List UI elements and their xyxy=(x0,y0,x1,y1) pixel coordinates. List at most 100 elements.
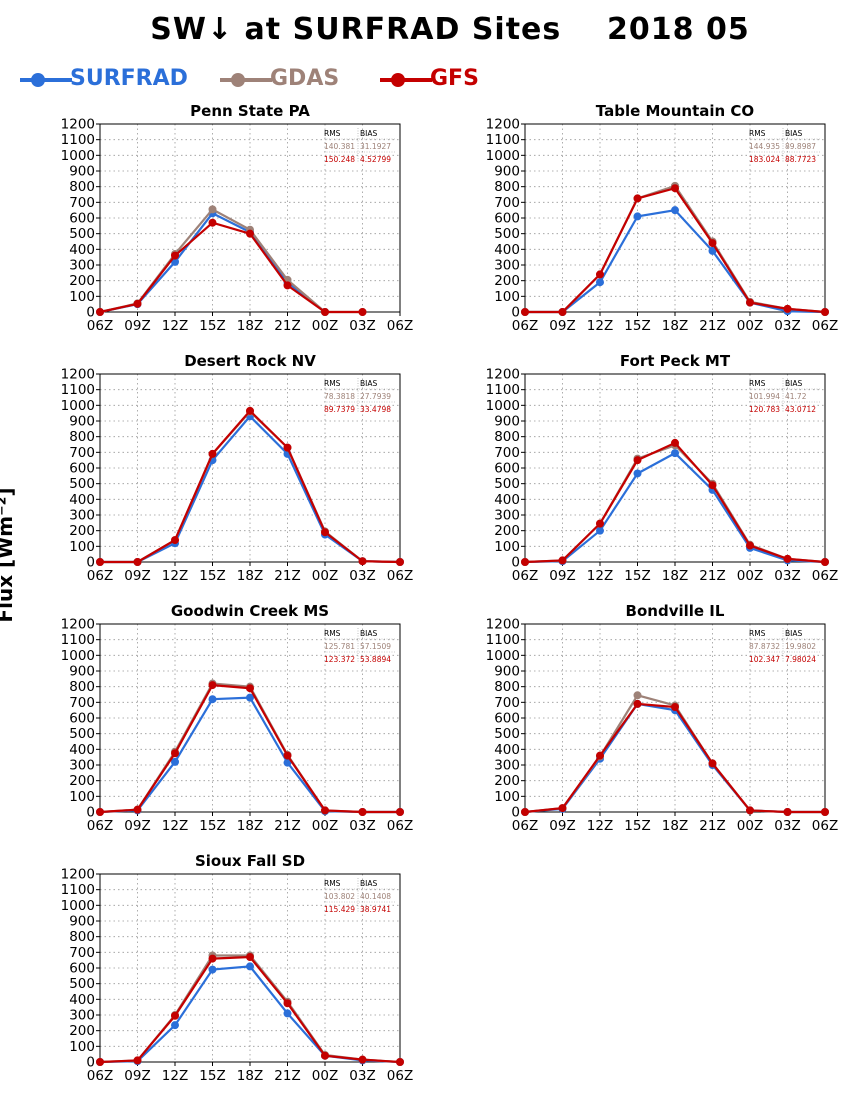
panel-table-mountain: Table Mountain CO 0 100 200 300 400 500 600 700 8… xyxy=(475,95,839,349)
data-point-gfs xyxy=(558,556,567,565)
series-surfrad xyxy=(521,449,829,566)
y-tick-label: 1000 xyxy=(61,898,95,914)
y-tick-label: 400 xyxy=(69,992,95,1008)
x-tick-label: 06Z xyxy=(512,568,538,584)
stats-rms-gfs: 89.7379 xyxy=(324,405,355,414)
x-tick-label: 00Z xyxy=(312,1068,338,1084)
series-line-gfs xyxy=(99,221,363,314)
chart-svg: Sioux Fall SD 010020030040050060070080090… xyxy=(61,852,414,1084)
y-tick-label: 1200 xyxy=(61,867,95,883)
chart-svg: Desert Rock NV 01002003004005006007008009… xyxy=(61,352,414,584)
y-tick-label: 400 xyxy=(494,242,520,258)
chart-svg: Table Mountain CO01002003004005006007008… xyxy=(486,102,839,334)
x-tick-label: 09Z xyxy=(124,568,150,584)
y-tick-label: 0 xyxy=(511,805,520,821)
stats-header-bias: BIAS xyxy=(785,629,802,638)
x-tick-label: 15Z xyxy=(624,818,650,834)
stats-rms-gdas: 125.781 xyxy=(324,642,355,651)
data-point-gfs xyxy=(171,749,180,758)
panel-desert-rock: Desert Rock NV 0 100 200 300 400 500 600 700 800 9… xyxy=(50,345,414,599)
data-point-gfs xyxy=(708,239,717,248)
chart-svg: Goodwin Creek MS 010020030040050060070080… xyxy=(61,602,414,834)
data-point-gfs xyxy=(208,954,217,963)
x-tick-label: 18Z xyxy=(237,568,263,584)
x-tick-label: 12Z xyxy=(587,318,613,334)
x-tick-label: 15Z xyxy=(624,318,650,334)
y-tick-label: 1100 xyxy=(486,132,520,148)
y-tick-label: 300 xyxy=(494,258,520,274)
data-point-surfrad xyxy=(633,469,642,478)
y-tick-label: 400 xyxy=(494,492,520,508)
stats-header-rms: RMS xyxy=(324,379,341,388)
data-point-gfs xyxy=(633,456,642,465)
x-tick-label: 00Z xyxy=(737,568,763,584)
data-point-gfs xyxy=(596,751,605,760)
y-axis-label-text: Flux [Wm⁻²] xyxy=(0,487,17,623)
data-point-gfs xyxy=(283,281,292,290)
data-point-gfs xyxy=(358,807,367,816)
y-tick-label: 500 xyxy=(69,726,95,742)
y-tick-label: 400 xyxy=(69,742,95,758)
stats-rms-gdas: 140.381 xyxy=(324,142,355,151)
y-tick-label: 700 xyxy=(69,445,95,461)
data-point-gfs xyxy=(245,229,254,238)
y-tick-label: 500 xyxy=(69,976,95,992)
y-tick-label: 100 xyxy=(69,539,95,555)
series-gfs xyxy=(96,953,404,1066)
legend-label-gfs: GFS xyxy=(430,66,479,91)
y-tick-label: 100 xyxy=(494,539,520,555)
stats-header-rms: RMS xyxy=(324,629,341,638)
x-tick-label: 00Z xyxy=(312,568,338,584)
data-point-gfs xyxy=(783,554,792,563)
y-tick-label: 200 xyxy=(494,523,520,539)
data-point-gfs xyxy=(245,406,254,415)
y-tick-label: 200 xyxy=(494,773,520,789)
y-tick-label: 700 xyxy=(494,195,520,211)
stats-rms-gfs: 123.372 xyxy=(324,655,355,664)
stats-rms-gfs: 120.783 xyxy=(749,405,780,414)
x-tick-label: 21Z xyxy=(274,568,300,584)
y-tick-label: 1000 xyxy=(61,398,95,414)
x-tick-label: 15Z xyxy=(624,568,650,584)
stats-rms-gdas: 103.802 xyxy=(324,892,355,901)
y-tick-label: 1100 xyxy=(61,382,95,398)
x-tick-label: 18Z xyxy=(662,318,688,334)
x-tick-label: 12Z xyxy=(587,818,613,834)
y-tick-label: 1000 xyxy=(486,398,520,414)
panel-sioux-falls: Sioux Fall SD 0 100 200 300 400 500 600 700 800 90… xyxy=(50,845,414,1099)
y-tick-label: 700 xyxy=(69,195,95,211)
panel-penn-state: Penn State PA 0 100 200 300 400 500 600 700 800 90… xyxy=(50,95,414,349)
data-point-gfs xyxy=(745,806,754,815)
y-tick-label: 0 xyxy=(86,305,95,321)
data-point-gfs xyxy=(820,557,829,566)
x-tick-label: 12Z xyxy=(587,568,613,584)
legend-marker-gdas xyxy=(231,73,245,87)
y-tick-label: 800 xyxy=(494,179,520,195)
y-tick-label: 300 xyxy=(69,758,95,774)
x-tick-label: 06Z xyxy=(387,1068,413,1084)
stats-bias-gdas: 31.1927 xyxy=(360,142,391,151)
y-tick-label: 1000 xyxy=(61,648,95,664)
series-gfs xyxy=(521,699,829,816)
y-tick-label: 1100 xyxy=(486,632,520,648)
data-point-gfs xyxy=(171,536,180,545)
y-tick-label: 500 xyxy=(494,226,520,242)
x-tick-label: 12Z xyxy=(162,818,188,834)
y-tick-label: 800 xyxy=(494,679,520,695)
x-tick-label: 21Z xyxy=(699,818,725,834)
data-point-surfrad xyxy=(245,962,254,971)
data-point-gfs xyxy=(633,194,642,203)
data-point-gfs xyxy=(96,807,105,816)
y-tick-label: 200 xyxy=(494,273,520,289)
y-tick-label: 600 xyxy=(494,461,520,477)
y-tick-label: 400 xyxy=(69,242,95,258)
data-point-gfs xyxy=(283,999,292,1008)
x-tick-label: 03Z xyxy=(349,568,375,584)
x-tick-label: 18Z xyxy=(237,318,263,334)
y-tick-label: 0 xyxy=(511,555,520,571)
stats-bias-gfs: 4.52799 xyxy=(360,155,391,164)
series-line-gdas xyxy=(99,682,400,814)
y-tick-label: 700 xyxy=(69,945,95,961)
data-point-gfs xyxy=(745,298,754,307)
data-point-gfs xyxy=(633,699,642,708)
